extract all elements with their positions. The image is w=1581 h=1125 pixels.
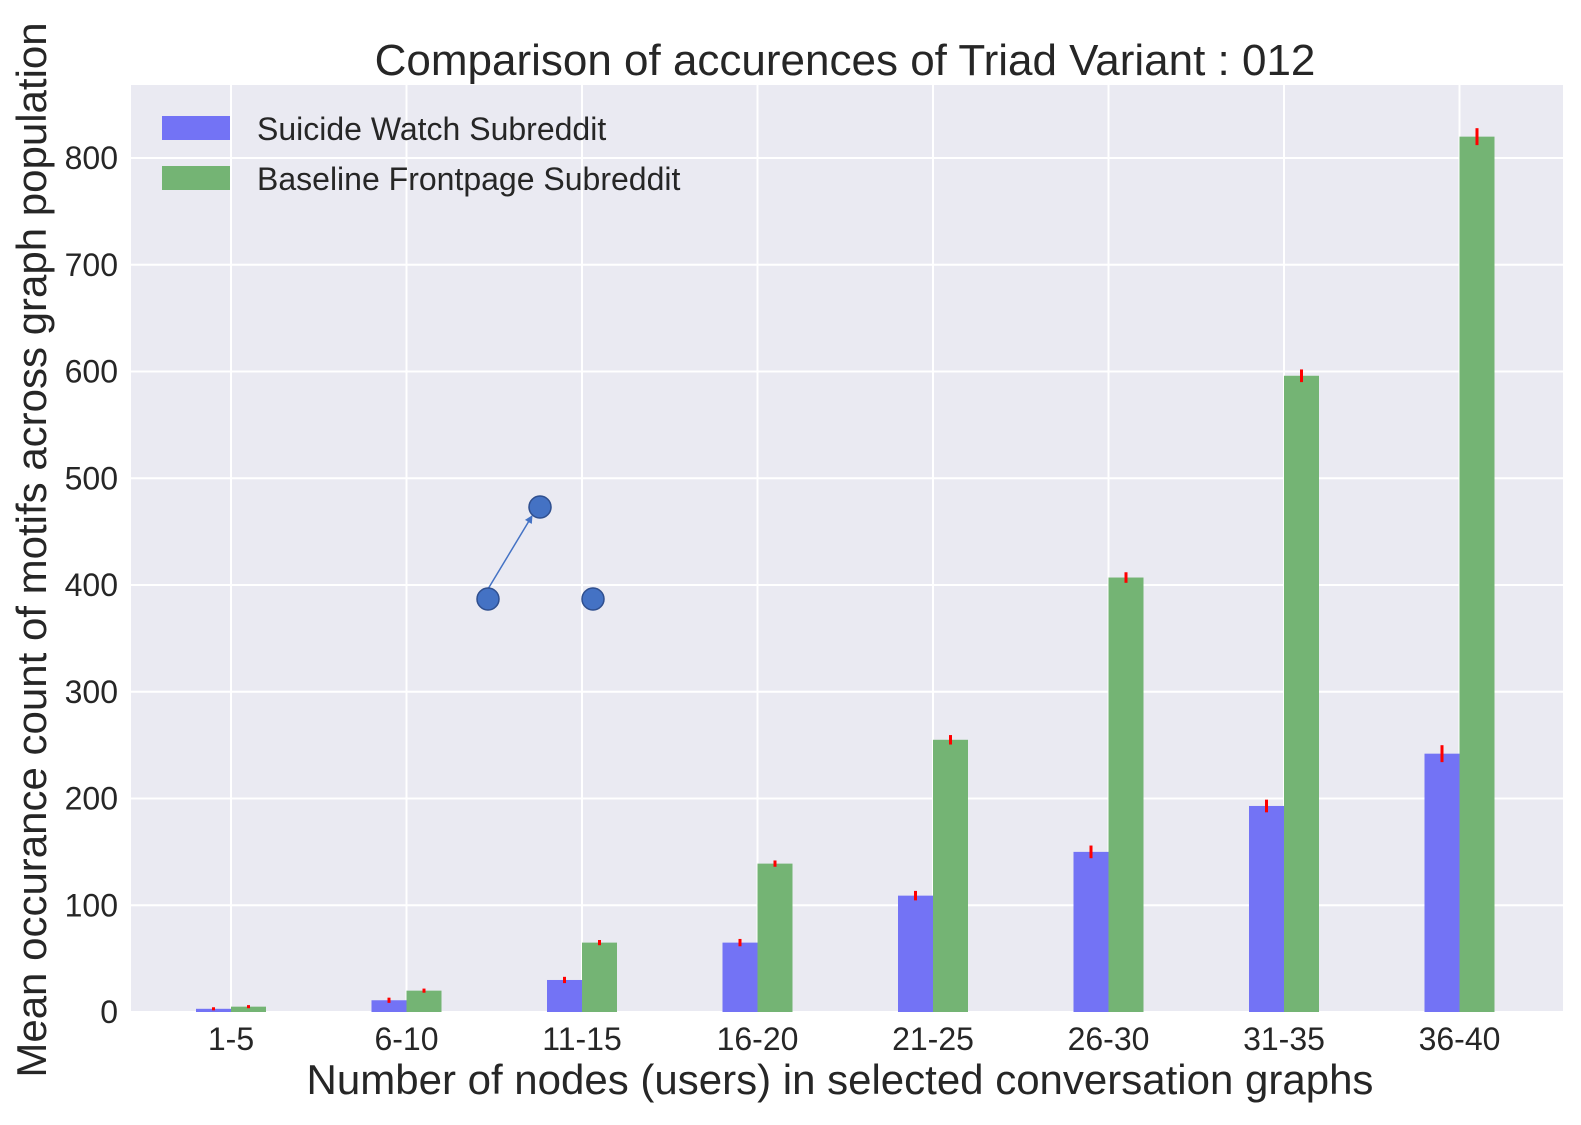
- x-grid: [230, 85, 1461, 1012]
- x-tick-label: 31-35: [1243, 1021, 1325, 1057]
- motif-directed-edge: [487, 515, 533, 590]
- y-tick-label: 300: [65, 674, 118, 710]
- bar-suicide-watch: [898, 895, 933, 1012]
- bar-baseline-frontpage: [231, 1006, 266, 1012]
- legend-label-suicide-watch: Suicide Watch Subreddit: [257, 111, 606, 147]
- y-tick-label: 200: [65, 781, 118, 817]
- y-tick-label: 500: [65, 460, 118, 496]
- triad-012-motif-icon: [476, 495, 605, 611]
- x-tick-label: 26-30: [1068, 1021, 1150, 1057]
- y-grid: [131, 157, 1563, 1013]
- y-tick-label: 400: [65, 567, 118, 603]
- bar-baseline-frontpage: [582, 942, 617, 1012]
- motif-node-source: [476, 587, 500, 611]
- error-bars: [212, 128, 1479, 1011]
- y-tick-label: 0: [100, 994, 118, 1030]
- legend-swatch-suicide-watch: [162, 116, 230, 140]
- bar-suicide-watch: [371, 1000, 407, 1012]
- bars: [196, 136, 1495, 1012]
- y-tick-label: 700: [65, 247, 118, 283]
- bar-baseline-frontpage: [1459, 136, 1495, 1012]
- legend-label-baseline-frontpage: Baseline Frontpage Subreddit: [257, 161, 681, 197]
- x-tick-labels: 1-5 6-10 11-15 16-20 21-25 26-30 31-35 36-40: [208, 1021, 1501, 1057]
- y-tick-label: 800: [65, 140, 118, 176]
- bar-baseline-frontpage: [406, 990, 442, 1012]
- bar-baseline-frontpage: [933, 739, 968, 1012]
- bar-suicide-watch: [1073, 851, 1109, 1012]
- legend-swatch-baseline-frontpage: [162, 166, 230, 190]
- x-axis-label: Number of nodes (users) in selected conv…: [307, 1056, 1374, 1103]
- bar-baseline-frontpage: [757, 863, 793, 1012]
- y-tick-label: 600: [65, 354, 118, 390]
- bar-suicide-watch: [1424, 753, 1460, 1012]
- bar-suicide-watch: [547, 979, 582, 1012]
- bar-baseline-frontpage: [1108, 577, 1144, 1012]
- bar-baseline-frontpage: [1284, 375, 1319, 1012]
- plot-background: [131, 85, 1563, 1012]
- chart-title: Comparison of accurences of Triad Varian…: [375, 36, 1316, 85]
- motif-node-target: [528, 495, 552, 519]
- x-tick-label: 21-25: [892, 1021, 974, 1057]
- bar-suicide-watch: [196, 1008, 231, 1012]
- x-tick-label: 6-10: [374, 1021, 438, 1057]
- y-tick-labels: 0 100 200 300 400 500 600 700 800: [65, 140, 118, 1030]
- legend: Suicide Watch Subreddit Baseline Frontpa…: [162, 111, 681, 197]
- bar-suicide-watch: [722, 942, 758, 1012]
- x-tick-label: 16-20: [717, 1021, 799, 1057]
- y-axis-label: Mean occurance count of motifs across gr…: [8, 22, 55, 1077]
- x-tick-label: 36-40: [1419, 1021, 1501, 1057]
- bar-suicide-watch: [1249, 805, 1284, 1012]
- motif-node-isolated: [581, 587, 605, 611]
- x-tick-label: 11-15: [542, 1021, 621, 1057]
- y-tick-label: 100: [65, 887, 118, 923]
- x-tick-label: 1-5: [208, 1021, 254, 1057]
